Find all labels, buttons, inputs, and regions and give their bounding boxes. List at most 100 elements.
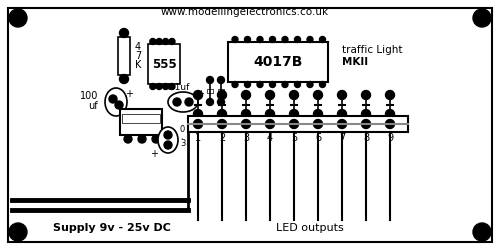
- Circle shape: [206, 98, 214, 105]
- Text: 100: 100: [80, 91, 98, 101]
- Circle shape: [138, 135, 146, 143]
- Bar: [207, 88, 213, 94]
- Text: 3: 3: [243, 133, 249, 143]
- Circle shape: [218, 90, 226, 100]
- Text: 9: 9: [387, 133, 393, 143]
- Text: 5: 5: [291, 133, 297, 143]
- Circle shape: [244, 82, 250, 87]
- Bar: [188, 116, 408, 132]
- Text: 4017B: 4017B: [254, 55, 302, 69]
- Circle shape: [386, 110, 394, 118]
- Circle shape: [242, 90, 250, 100]
- Ellipse shape: [158, 127, 178, 153]
- Circle shape: [194, 120, 202, 128]
- Text: traffic Light: traffic Light: [342, 45, 402, 55]
- Circle shape: [320, 36, 326, 43]
- Circle shape: [162, 38, 168, 44]
- Text: +: +: [150, 149, 158, 159]
- Text: www.modellingelectronics.co.uk: www.modellingelectronics.co.uk: [161, 7, 329, 17]
- Ellipse shape: [105, 88, 127, 116]
- Text: 1: 1: [195, 133, 201, 143]
- Circle shape: [282, 82, 288, 87]
- Text: 4: 4: [135, 42, 141, 51]
- Circle shape: [164, 141, 172, 149]
- Circle shape: [314, 120, 322, 128]
- Text: 3: 3: [180, 140, 186, 148]
- Circle shape: [282, 36, 288, 43]
- Text: 4: 4: [267, 133, 273, 143]
- Bar: [120, 109, 162, 135]
- Text: K: K: [135, 60, 141, 70]
- Circle shape: [120, 74, 128, 84]
- Circle shape: [9, 223, 27, 241]
- Text: .: .: [180, 134, 182, 140]
- Text: uf: uf: [88, 101, 98, 111]
- Circle shape: [338, 110, 346, 118]
- Circle shape: [362, 90, 370, 100]
- Circle shape: [244, 36, 250, 43]
- Text: 555: 555: [152, 58, 176, 70]
- Circle shape: [314, 90, 322, 100]
- Circle shape: [266, 90, 274, 100]
- Text: 0.1uf: 0.1uf: [166, 84, 190, 92]
- Circle shape: [386, 120, 394, 128]
- Circle shape: [270, 36, 276, 43]
- Circle shape: [164, 131, 172, 139]
- Text: 0: 0: [180, 126, 185, 134]
- Circle shape: [473, 9, 491, 27]
- Circle shape: [290, 120, 298, 128]
- Circle shape: [169, 84, 175, 89]
- Bar: [122, 114, 160, 123]
- Bar: [122, 114, 160, 123]
- Circle shape: [362, 120, 370, 128]
- Circle shape: [194, 90, 202, 100]
- Circle shape: [206, 76, 214, 84]
- Circle shape: [218, 110, 226, 118]
- Text: MKII: MKII: [342, 57, 368, 67]
- Circle shape: [169, 38, 175, 44]
- Text: 8: 8: [363, 133, 369, 143]
- Circle shape: [257, 82, 263, 87]
- Circle shape: [386, 90, 394, 100]
- Circle shape: [314, 110, 322, 118]
- Circle shape: [338, 90, 346, 100]
- Circle shape: [150, 84, 156, 89]
- Circle shape: [338, 120, 346, 128]
- Circle shape: [173, 98, 181, 106]
- Circle shape: [150, 38, 156, 44]
- Circle shape: [109, 95, 117, 103]
- Text: 6: 6: [315, 133, 321, 143]
- Circle shape: [362, 110, 370, 118]
- Bar: [218, 88, 224, 94]
- Circle shape: [115, 101, 123, 109]
- Ellipse shape: [168, 92, 198, 112]
- Circle shape: [242, 120, 250, 128]
- Circle shape: [294, 82, 300, 87]
- Text: +: +: [125, 89, 133, 99]
- Circle shape: [270, 82, 276, 87]
- Text: LED outputs: LED outputs: [276, 223, 344, 233]
- Circle shape: [218, 76, 224, 84]
- Circle shape: [473, 223, 491, 241]
- Circle shape: [232, 82, 238, 87]
- Circle shape: [218, 98, 224, 105]
- Circle shape: [257, 36, 263, 43]
- Text: 7: 7: [339, 133, 345, 143]
- Bar: [118, 37, 130, 75]
- Circle shape: [242, 110, 250, 118]
- Text: +: +: [198, 90, 204, 98]
- Circle shape: [307, 36, 313, 43]
- Circle shape: [307, 82, 313, 87]
- Circle shape: [290, 90, 298, 100]
- Circle shape: [194, 110, 202, 118]
- Circle shape: [152, 135, 160, 143]
- Bar: [228, 42, 328, 82]
- Circle shape: [266, 120, 274, 128]
- Bar: [148, 44, 180, 84]
- Circle shape: [185, 98, 193, 106]
- Circle shape: [120, 28, 128, 38]
- Circle shape: [294, 36, 300, 43]
- Text: Supply 9v - 25v DC: Supply 9v - 25v DC: [53, 223, 171, 233]
- Circle shape: [124, 135, 132, 143]
- Circle shape: [156, 84, 162, 89]
